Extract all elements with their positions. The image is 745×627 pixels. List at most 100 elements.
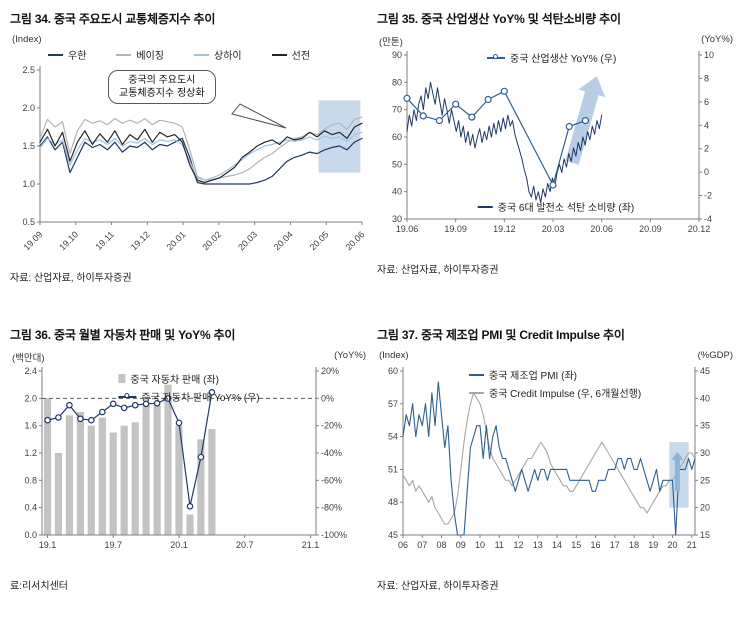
sales-bar	[54, 453, 62, 535]
figure-37-left-axis-unit: (Index)	[379, 350, 409, 361]
x-tick-label: 20.02	[200, 229, 223, 252]
y-tick-label: 30	[700, 448, 710, 458]
ip-marker	[500, 87, 508, 95]
x-tick-label: 19.06	[396, 224, 419, 234]
y-tick-label: 4	[704, 120, 709, 130]
y-tick-label: 40	[700, 393, 710, 403]
sales-bar	[120, 425, 128, 535]
yoy-marker	[99, 408, 106, 416]
ip-marker	[403, 94, 411, 102]
figure-37-source: 자료: 산업자료, 하이투자증권	[377, 581, 499, 592]
x-tick-label: 06	[398, 540, 408, 550]
legend-item-shenzhen: 선전	[271, 47, 310, 62]
yoy-marker	[142, 400, 150, 408]
y-tick-label: 0.8	[24, 475, 37, 485]
series-ip-line	[406, 90, 586, 186]
panel-figure-34: 그림 34. 중국 주요도시 교통체증지수 추이 (Index) 우한 베이징 …	[10, 10, 368, 284]
y-tick-label: 90	[392, 50, 402, 60]
figure-34-legend: 우한 베이징 상하이 선전	[48, 47, 368, 62]
series-beijing-line	[39, 116, 363, 181]
x-tick-label: 08	[436, 540, 446, 550]
legend-label-auto-yoy: 중국 자동차 판매 YoY% (우)	[141, 393, 260, 404]
x-tick-label: 20.7	[236, 540, 254, 550]
x-tick-label: 17	[610, 540, 620, 550]
figure-36-title: 그림 36. 중국 월별 자동차 판매 및 YoY% 추이	[10, 328, 236, 342]
figure-35-left-axis-unit: (만톤)	[379, 37, 403, 48]
yoy-marker	[164, 395, 172, 402]
sales-bar	[109, 432, 117, 535]
y-tick-label: 51	[388, 464, 398, 474]
x-tick-label: 18	[629, 540, 639, 550]
yoy-marker	[88, 416, 95, 424]
y-tick-label: 54	[388, 432, 398, 442]
figure-36-chart-area: 0.0 0.4 0.8 1.2 1.6 2.0 2.4 -100% -80% -60% -40% -2…	[10, 363, 368, 575]
callout-text-line2: 교통체증지수 정상화	[119, 88, 205, 99]
x-tick-label: 07	[417, 540, 427, 550]
x-tick-label: 16	[591, 540, 601, 550]
legend-item-credit-impulse: 중국 Credit Impulse (우, 6개월선행)	[469, 385, 641, 400]
figure-34-left-axis-unit: (Index)	[12, 34, 42, 45]
y-tick-label: 45	[388, 530, 398, 540]
legend-label-beijing: 베이징	[136, 51, 165, 62]
yoy-marker	[208, 388, 216, 396]
figure-35-legend-coal: 중국 6대 발전소 석탄 소비량 (좌)	[477, 199, 635, 214]
x-tick-label: 20.09	[639, 224, 662, 234]
x-tick-label: 20.03	[236, 229, 259, 252]
highlight-arrow	[671, 451, 684, 492]
y-tick-label: 30	[392, 214, 402, 224]
figure-37-chart-area: 45 48 51 54 57 60 15 20 25 30 35 40 45 06 07 08 09 10 11 12…	[377, 363, 735, 575]
figure-34-svg: 0.5 1.0 1.5 2.0 2.5 19.09 19.10 19.11 19.12 20.01…	[21, 65, 366, 252]
figure-35-legend-ip: 중국 산업생산 YoY% (우)	[487, 50, 616, 65]
sales-bar-swatch	[118, 374, 126, 383]
ip-marker	[435, 116, 444, 125]
series-shenzhen-line	[39, 122, 363, 184]
sales-bar	[87, 425, 95, 535]
figure-35-title: 그림 35. 중국 산업생산 YoY% 및 석탄소비량 추이	[377, 12, 621, 26]
beijing-line-swatch	[116, 53, 132, 56]
x-tick-label: 19.1	[39, 540, 57, 550]
y-tick-label: -20%	[321, 421, 342, 431]
x-tick-label: 21.1	[302, 540, 320, 550]
y-tick-label: 1.0	[22, 179, 35, 189]
sales-bar	[175, 425, 183, 535]
legend-label-coal: 중국 6대 발전소 석탄 소비량 (좌)	[497, 203, 635, 214]
y-tick-label: -60%	[321, 475, 342, 485]
ip-marker	[484, 95, 492, 104]
figure-35-right-axis-unit: (YoY%)	[701, 34, 733, 45]
x-tick-label: 11	[495, 540, 504, 550]
legend-item-beijing: 베이징	[116, 47, 164, 62]
figure-37-title: 그림 37. 중국 제조업 PMI 및 Credit Impulse 추이	[377, 328, 625, 342]
y-tick-label: 0.4	[24, 503, 37, 513]
y-tick-label: 20	[700, 503, 710, 513]
y-tick-label: -2	[704, 191, 712, 201]
ip-marker	[565, 122, 573, 131]
figure-37-unit-row: (Index) (%GDP)	[377, 350, 735, 363]
sales-bar	[186, 514, 194, 535]
callout-text-line1: 중국의 주요도시	[128, 75, 196, 86]
sales-bar	[76, 412, 84, 535]
coal-line-swatch	[477, 205, 493, 208]
yoy-marker	[175, 419, 183, 427]
sales-bar	[131, 422, 139, 536]
y-tick-label: 1.6	[24, 421, 37, 431]
x-tick-label: 19.12	[493, 224, 516, 234]
legend-label-auto-sales: 중국 자동차 판매 (좌)	[130, 375, 219, 386]
y-tick-label: -100%	[321, 530, 347, 540]
x-tick-label: 12	[514, 540, 524, 550]
y-tick-label: 15	[700, 530, 710, 540]
yoy-marker	[77, 415, 84, 423]
yoy-marker	[55, 414, 62, 421]
y-tick-label: 40	[392, 187, 402, 197]
y-tick-label: 20%	[321, 366, 339, 376]
y-tick-label: 8	[704, 73, 709, 83]
y-tick-label: 6	[704, 97, 709, 107]
x-tick-label: 13	[533, 540, 543, 550]
legend-item-wuhan: 우한	[48, 47, 86, 62]
panel-figure-36: 그림 36. 중국 월별 자동차 판매 및 YoY% 추이 (백만대) (YoY…	[10, 326, 368, 592]
pmi-line-swatch	[469, 373, 484, 376]
traffic-normalization-callout: 중국의 주요도시 교통체증지수 정상화	[108, 70, 216, 104]
x-tick-label: 20.1	[170, 540, 188, 550]
y-tick-label: -40%	[321, 448, 342, 458]
yoy-marker	[197, 453, 205, 461]
